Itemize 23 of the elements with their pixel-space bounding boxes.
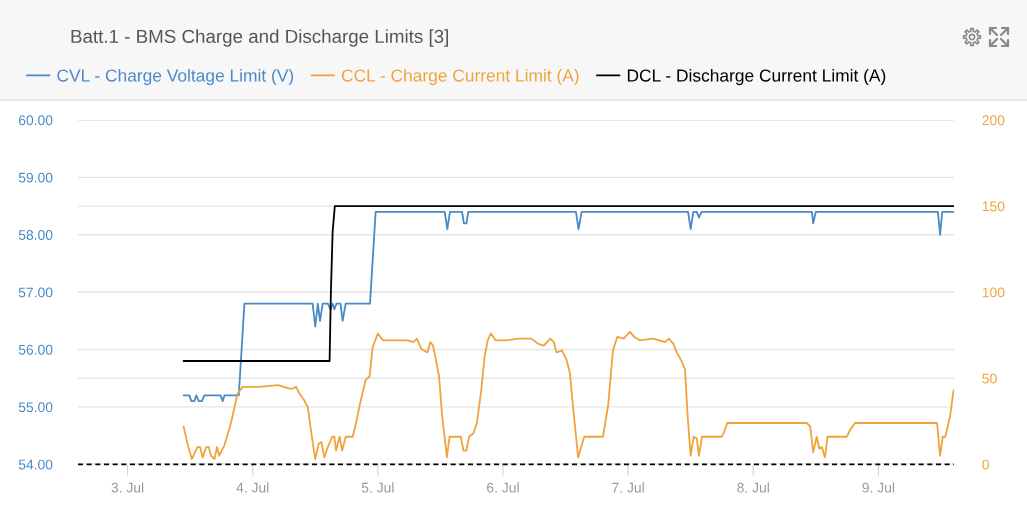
y-tick-label: 59.00 xyxy=(18,172,53,183)
x-tick-label: 3. Jul xyxy=(111,482,144,493)
chart-title: Batt.1 - BMS Charge and Discharge Limits [3] xyxy=(71,29,448,47)
legend-label: DCL - Discharge Current Limit (A) xyxy=(627,68,886,86)
legend-label: CCL - Charge Current Limit (A) xyxy=(341,68,579,86)
y-tick-label: 55.00 xyxy=(18,402,53,413)
x-tick-label: 5. Jul xyxy=(361,482,394,493)
y-tick-label: 57.00 xyxy=(18,287,53,298)
y2-tick-label: 100 xyxy=(982,287,1005,298)
y-tick-label: 58.00 xyxy=(18,230,53,240)
y-tick-label: 56.00 xyxy=(18,344,53,355)
x-tick-label: 9. Jul xyxy=(862,482,895,493)
y-tick-label: 60.00 xyxy=(18,115,53,126)
x-tick-label: 8. Jul xyxy=(737,482,769,493)
x-tick-label: 6. Jul xyxy=(487,482,519,493)
y2-tick-label: 50 xyxy=(982,373,997,384)
y2-tick-label: 200 xyxy=(982,115,1005,126)
legend-label: CVL - Charge Voltage Limit (V) xyxy=(57,68,294,86)
y-tick-label: 54.00 xyxy=(18,459,53,470)
y2-tick-label: 0 xyxy=(982,459,989,470)
x-tick-label: 4. Jul xyxy=(236,482,269,493)
x-tick-label: 7. Jul xyxy=(612,482,644,493)
y2-tick-label: 150 xyxy=(982,201,1005,212)
